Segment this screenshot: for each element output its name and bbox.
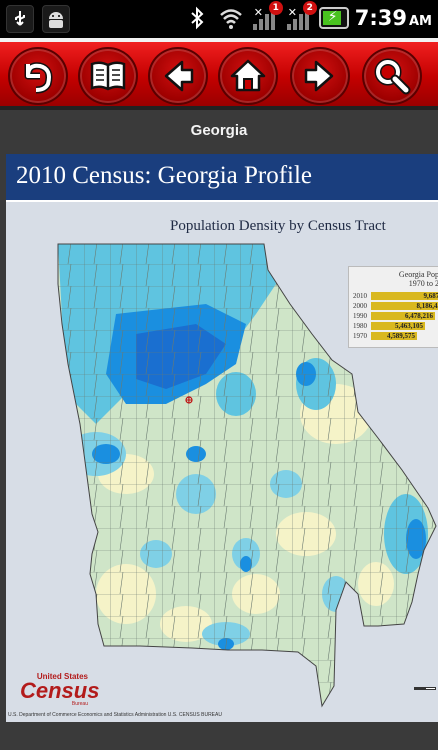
- logo-line3: Bureau: [71, 701, 88, 707]
- content-area: Georgia 2010 Census: Georgia Profile Pop…: [0, 110, 438, 750]
- legend-row: 1980 5,463,105: [353, 321, 425, 330]
- legend-row: 1970 4,589,575: [353, 331, 417, 340]
- legend-value: 6,478,216: [371, 311, 435, 320]
- arrow-right-icon: [304, 60, 334, 92]
- legend-year: 2010: [353, 291, 367, 300]
- legend-value: 9,687,: [371, 291, 438, 300]
- wifi-icon: [217, 4, 245, 32]
- undo-arrow-icon: [24, 62, 53, 94]
- usb-icon: [6, 5, 34, 33]
- book-icon: [90, 61, 126, 91]
- search-icon: [374, 58, 411, 95]
- census-bureau-logo: United States Census Bureau: [20, 672, 99, 707]
- legend-value: 5,463,105: [371, 321, 425, 330]
- toolbar: [0, 38, 438, 110]
- legend-value: 8,186,45: [371, 301, 438, 310]
- back-undo-button[interactable]: [8, 47, 68, 105]
- logo-line1: United States: [36, 672, 88, 681]
- next-button[interactable]: [290, 47, 350, 105]
- legend-year: 1990: [353, 311, 367, 320]
- georgia-map: [57, 243, 437, 708]
- signal-icon: ✕ 1: [251, 1, 283, 32]
- signal-badge: 2: [302, 1, 317, 15]
- battery-charging-icon: ⚡: [318, 7, 349, 29]
- book-button[interactable]: [78, 47, 138, 105]
- legend-row: 1990 6,478,216: [353, 311, 435, 320]
- legend-year: 1970: [353, 331, 367, 340]
- status-bar: ✕ 1 ✕ 2 ⚡ 7:39 AM: [0, 0, 438, 38]
- signal-badge: 1: [268, 1, 283, 15]
- legend-year: 1980: [353, 321, 367, 330]
- home-icon: [230, 59, 266, 92]
- population-legend: Georgia Popu1970 to 20 2010 9,687, 2000 8,…: [348, 266, 438, 348]
- legend-value: 4,589,575: [371, 331, 417, 340]
- legend-subtitle: 1970 to 20: [408, 279, 438, 288]
- legend-row: 2000 8,186,45: [353, 301, 438, 310]
- map-footer: U.S. Department of Commerce Economics an…: [8, 712, 222, 718]
- clock: 7:39 AM: [355, 6, 432, 30]
- home-button[interactable]: [218, 47, 278, 105]
- census-map-image[interactable]: 2010 Census: Georgia Profile Population …: [6, 154, 438, 722]
- clock-ampm: AM: [409, 14, 432, 29]
- map-banner: 2010 Census: Georgia Profile: [6, 154, 438, 202]
- legend-year: 2000: [353, 301, 367, 310]
- legend-title: Georgia Popu: [398, 270, 438, 279]
- map-title: Population Density by Census Tract: [170, 218, 386, 234]
- scale-bar: [414, 684, 436, 694]
- previous-button[interactable]: [148, 47, 208, 105]
- logo-line2: Census: [20, 678, 100, 703]
- search-button[interactable]: [362, 47, 422, 105]
- page-title: Georgia: [190, 122, 248, 139]
- map-banner-title: 2010 Census: Georgia Profile: [16, 162, 313, 189]
- android-debug-icon: [42, 5, 70, 33]
- arrow-left-icon: [164, 60, 194, 92]
- signal-icon: ✕ 2: [285, 1, 317, 32]
- bluetooth-icon: [183, 4, 211, 32]
- clock-time: 7:39: [354, 6, 407, 30]
- legend-row: 2010 9,687,: [353, 291, 438, 300]
